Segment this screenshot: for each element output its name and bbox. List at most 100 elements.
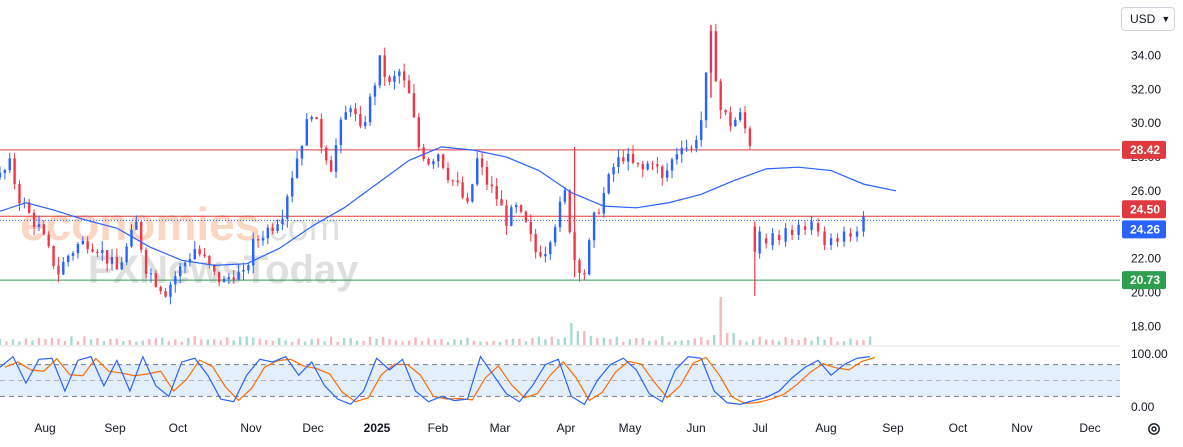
volume-bar [50, 337, 54, 345]
y-tick-label: 32.00 [1131, 82, 1161, 96]
volume-bar [453, 339, 456, 345]
candle-body [354, 108, 357, 115]
volume-bar [654, 340, 657, 345]
candle-body [592, 212, 596, 241]
candle-body [213, 264, 216, 272]
candle-body [842, 231, 846, 242]
candle-body [461, 182, 464, 198]
settings-gear-icon[interactable] [1143, 418, 1165, 440]
volume-bar [226, 337, 229, 345]
volume-bar [414, 337, 417, 345]
volume-bar [505, 339, 508, 345]
candle-body [427, 158, 430, 165]
candle-body [252, 238, 255, 266]
volume-bar [135, 341, 138, 345]
price-label-box-support [1122, 271, 1166, 290]
candle-body [519, 205, 523, 212]
candle-body [91, 249, 94, 252]
candle-body [529, 221, 532, 234]
volume-bar [459, 339, 463, 345]
y-tick-label: 26.00 [1131, 184, 1161, 198]
candle-body [154, 273, 158, 287]
candle-body [539, 252, 542, 257]
candle-body [320, 118, 323, 148]
volume-bar [855, 340, 859, 345]
candle-body [47, 234, 50, 246]
candle-body [602, 193, 606, 214]
volume-bar [83, 336, 86, 345]
candle-body [631, 153, 635, 163]
volume-bar [5, 341, 8, 345]
volume-bar [641, 337, 644, 345]
candle-body [325, 147, 328, 161]
candle-body [704, 72, 708, 121]
candle-body [276, 224, 279, 231]
candle-body [271, 227, 274, 231]
volume-bar [531, 338, 534, 345]
candle-body [178, 266, 182, 277]
candle-body [490, 184, 494, 187]
volume-bar [849, 338, 852, 345]
candle-body [641, 164, 644, 170]
x-tick-label: Dec [1079, 421, 1100, 435]
y-tick-label: 34.00 [1131, 48, 1161, 62]
volume-bar [342, 337, 346, 345]
candle-body [724, 110, 727, 113]
stoch-tick-label: 0.00 [1131, 400, 1155, 414]
candle-body [719, 81, 722, 111]
candle-body [505, 205, 508, 226]
candle-body [393, 76, 396, 82]
volume-bar [193, 336, 196, 345]
candle-body [329, 160, 333, 172]
volume-bar [381, 336, 385, 345]
volume-bar [122, 341, 125, 345]
candle-body [466, 197, 469, 202]
candle-body [52, 245, 55, 266]
candle-body [359, 114, 362, 127]
volume-bar [245, 336, 248, 345]
volume-bar [557, 339, 560, 345]
y-tick-label: 18.00 [1131, 319, 1161, 333]
candle-body [480, 158, 484, 168]
volume-bar [89, 339, 93, 345]
candle-body [510, 207, 513, 226]
volume-bar [797, 339, 800, 345]
watermark-fxnewstoday: FXNewsToday [88, 248, 359, 292]
candle-body [544, 254, 547, 257]
candle-body [42, 224, 46, 235]
candle-body [607, 174, 610, 194]
candle-body [803, 226, 807, 230]
candle-body [310, 116, 313, 120]
candle-body [690, 147, 693, 149]
candle-body [588, 240, 591, 275]
candle-body [110, 257, 114, 264]
candle-body [247, 265, 250, 271]
candle-body [665, 170, 669, 178]
candle-body [105, 250, 109, 264]
candle-body [524, 211, 528, 222]
candle-body [315, 116, 318, 119]
candle-body [476, 158, 479, 185]
candle-body [334, 145, 338, 172]
x-tick-label: Nov [1011, 421, 1032, 435]
candle-body [266, 227, 270, 239]
volume-bar [446, 341, 450, 345]
volume-bar [732, 333, 735, 345]
volume-bar [836, 341, 839, 345]
volume-bar [693, 338, 696, 345]
volume-bar [492, 340, 495, 345]
volume-bar [63, 340, 67, 345]
volume-bar [329, 336, 333, 345]
volume-bar [265, 340, 268, 345]
volume-bar [764, 339, 768, 345]
volume-bar [563, 337, 567, 345]
volume-bar [187, 337, 190, 345]
volume-bar [648, 340, 651, 345]
x-tick-label: Nov [240, 421, 261, 435]
candle-body [66, 255, 70, 262]
volume-bar [570, 323, 573, 345]
volume-bar [37, 338, 41, 345]
volume-bar [700, 337, 703, 345]
currency-select[interactable]: USD ▼ [1121, 7, 1175, 31]
